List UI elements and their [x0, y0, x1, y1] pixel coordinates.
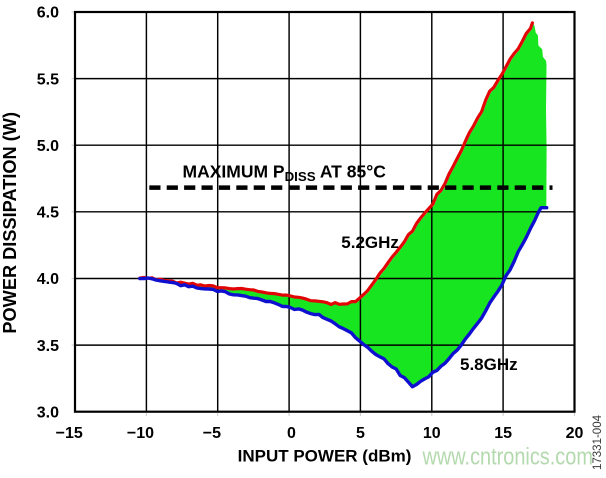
svg-text:POWER DISSIPATION (W): POWER DISSIPATION (W) [0, 112, 20, 334]
svg-text:20: 20 [566, 425, 584, 442]
svg-text:3.0: 3.0 [37, 404, 59, 421]
svg-text:5.5: 5.5 [37, 71, 59, 88]
svg-text:5.2GHz: 5.2GHz [341, 233, 399, 252]
svg-text:5: 5 [356, 425, 365, 442]
svg-text:10: 10 [423, 425, 441, 442]
svg-text:15: 15 [494, 425, 512, 442]
svg-text:5.0: 5.0 [37, 138, 59, 155]
svg-text:6.0: 6.0 [37, 5, 59, 22]
svg-text:www.cntronics.com: www.cntronics.com [422, 443, 593, 470]
svg-text:MAXIMUM PDISS AT 85°C: MAXIMUM PDISS AT 85°C [183, 161, 387, 184]
svg-text:4.5: 4.5 [37, 205, 59, 222]
svg-text:3.5: 3.5 [37, 338, 59, 355]
svg-text:5.8GHz: 5.8GHz [460, 355, 518, 374]
svg-text:0: 0 [287, 425, 296, 442]
svg-text:17331-004: 17331-004 [592, 414, 604, 470]
svg-text:INPUT POWER (dBm): INPUT POWER (dBm) [238, 447, 412, 466]
svg-text:−5: −5 [203, 425, 221, 442]
svg-text:−10: −10 [127, 425, 154, 442]
svg-text:4.0: 4.0 [37, 271, 59, 288]
svg-text:−15: −15 [56, 425, 83, 442]
